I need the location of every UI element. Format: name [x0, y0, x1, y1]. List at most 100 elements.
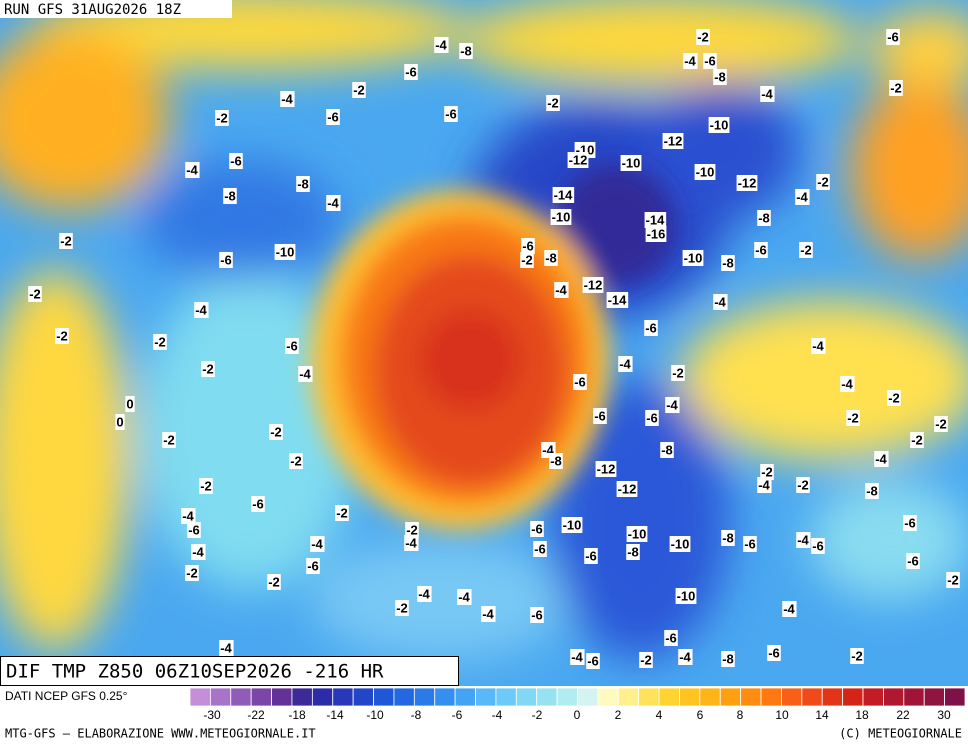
label-text: -10 [684, 250, 703, 265]
label-bg [887, 390, 901, 406]
colorbar-box [332, 687, 354, 707]
label-text: -4 [812, 338, 824, 353]
contour-label: -2 [215, 110, 229, 126]
label-bg [481, 606, 496, 622]
contour-label: -8 [713, 69, 727, 85]
label-bg [404, 535, 419, 551]
label-bg [713, 294, 728, 310]
label-bg [549, 453, 563, 469]
label-bg [582, 277, 604, 293]
footer-left: MTG-GFS — ELABORAZIONE WWW.METEOGIORNALE… [5, 727, 316, 741]
contour-label: -12 [567, 152, 589, 168]
contour-label: -10 [620, 155, 642, 171]
colorbar-tick-label: 14 [815, 708, 829, 722]
label-text: -6 [907, 553, 919, 568]
label-text: -2 [60, 233, 72, 248]
label-text: -6 [534, 541, 546, 556]
contour-label: -6 [645, 410, 659, 426]
colorbar-box [923, 687, 946, 707]
label-bg [850, 648, 864, 664]
label-text: -2 [947, 572, 959, 587]
colorbar-box [679, 687, 701, 707]
label-bg [194, 302, 209, 318]
contour-label: -2 [760, 464, 774, 480]
label-bg [335, 505, 349, 521]
label-bg [306, 558, 320, 574]
label-bg [199, 478, 213, 494]
contour-label: -4 [457, 589, 472, 605]
colorbar-box [577, 687, 599, 707]
colorbar-box [556, 687, 578, 707]
label-bg [444, 106, 458, 122]
label-bg [694, 164, 716, 180]
label-bg [546, 95, 560, 111]
contour-label: -4 [840, 376, 855, 392]
colorbar-box [760, 687, 782, 707]
label-text: -6 [252, 496, 264, 511]
colorbar-box [230, 687, 252, 707]
contour-label: -4 [185, 162, 200, 178]
label-bg [696, 29, 710, 45]
contour-label: -2 [289, 453, 303, 469]
label-text: -6 [220, 252, 232, 267]
colorbar-box [862, 687, 884, 707]
label-bg [816, 174, 830, 190]
contour-label: -2 [696, 29, 710, 45]
colorbar-box [271, 687, 293, 707]
contour-label: -2 [889, 80, 903, 96]
label-bg [552, 187, 575, 203]
contour-label: -8 [865, 483, 879, 499]
label-text: -2 [521, 252, 533, 267]
contour-label: -2 [199, 478, 213, 494]
contour-label: -4 [757, 477, 772, 493]
label-bg [671, 365, 685, 381]
label-text: -10 [710, 117, 729, 132]
label-text: -6 [188, 522, 200, 537]
contour-label: -2 [799, 242, 813, 258]
contour-label: -10 [708, 117, 730, 133]
label-bg [865, 483, 879, 499]
label-bg [811, 538, 825, 554]
label-bg [550, 209, 572, 225]
label-bg [229, 153, 243, 169]
label-bg [721, 530, 735, 546]
label-text: -2 [935, 416, 947, 431]
label-bg [561, 517, 583, 533]
colorbar-tick-label: -30 [203, 708, 221, 722]
label-bg [934, 416, 948, 432]
label-text: -6 [531, 607, 543, 622]
label-bg [457, 589, 472, 605]
label-bg [760, 86, 775, 102]
label-bg [626, 526, 648, 542]
colorbar-box [291, 687, 313, 707]
colorbar-tick-label: 6 [697, 708, 704, 722]
contour-label: -12 [582, 277, 604, 293]
label-bg [459, 43, 473, 59]
label-text: -6 [645, 320, 657, 335]
label-text: -2 [761, 464, 773, 479]
contour-label: -2 [269, 424, 283, 440]
label-text: -6 [445, 106, 457, 121]
contour-label: -6 [533, 541, 547, 557]
label-text: -12 [569, 152, 588, 167]
contour-label: -8 [549, 453, 563, 469]
label-bg [219, 252, 233, 268]
label-text: -6 [585, 548, 597, 563]
contour-label: -6 [404, 64, 418, 80]
label-text: -8 [866, 483, 878, 498]
label-text: -4 [186, 162, 198, 177]
label-text: -8 [627, 544, 639, 559]
contour-label: -4 [713, 294, 728, 310]
contour-label: -6 [664, 630, 678, 646]
label-bg [191, 544, 206, 560]
colorbar-box [311, 687, 334, 707]
contour-label: -6 [593, 408, 607, 424]
contour-label: -6 [444, 106, 458, 122]
label-text: -6 [887, 29, 899, 44]
colorbar-box [638, 687, 660, 707]
label-bg [296, 176, 310, 192]
label-text: -4 [783, 601, 795, 616]
label-bg [223, 188, 237, 204]
contour-label: -2 [153, 334, 167, 350]
